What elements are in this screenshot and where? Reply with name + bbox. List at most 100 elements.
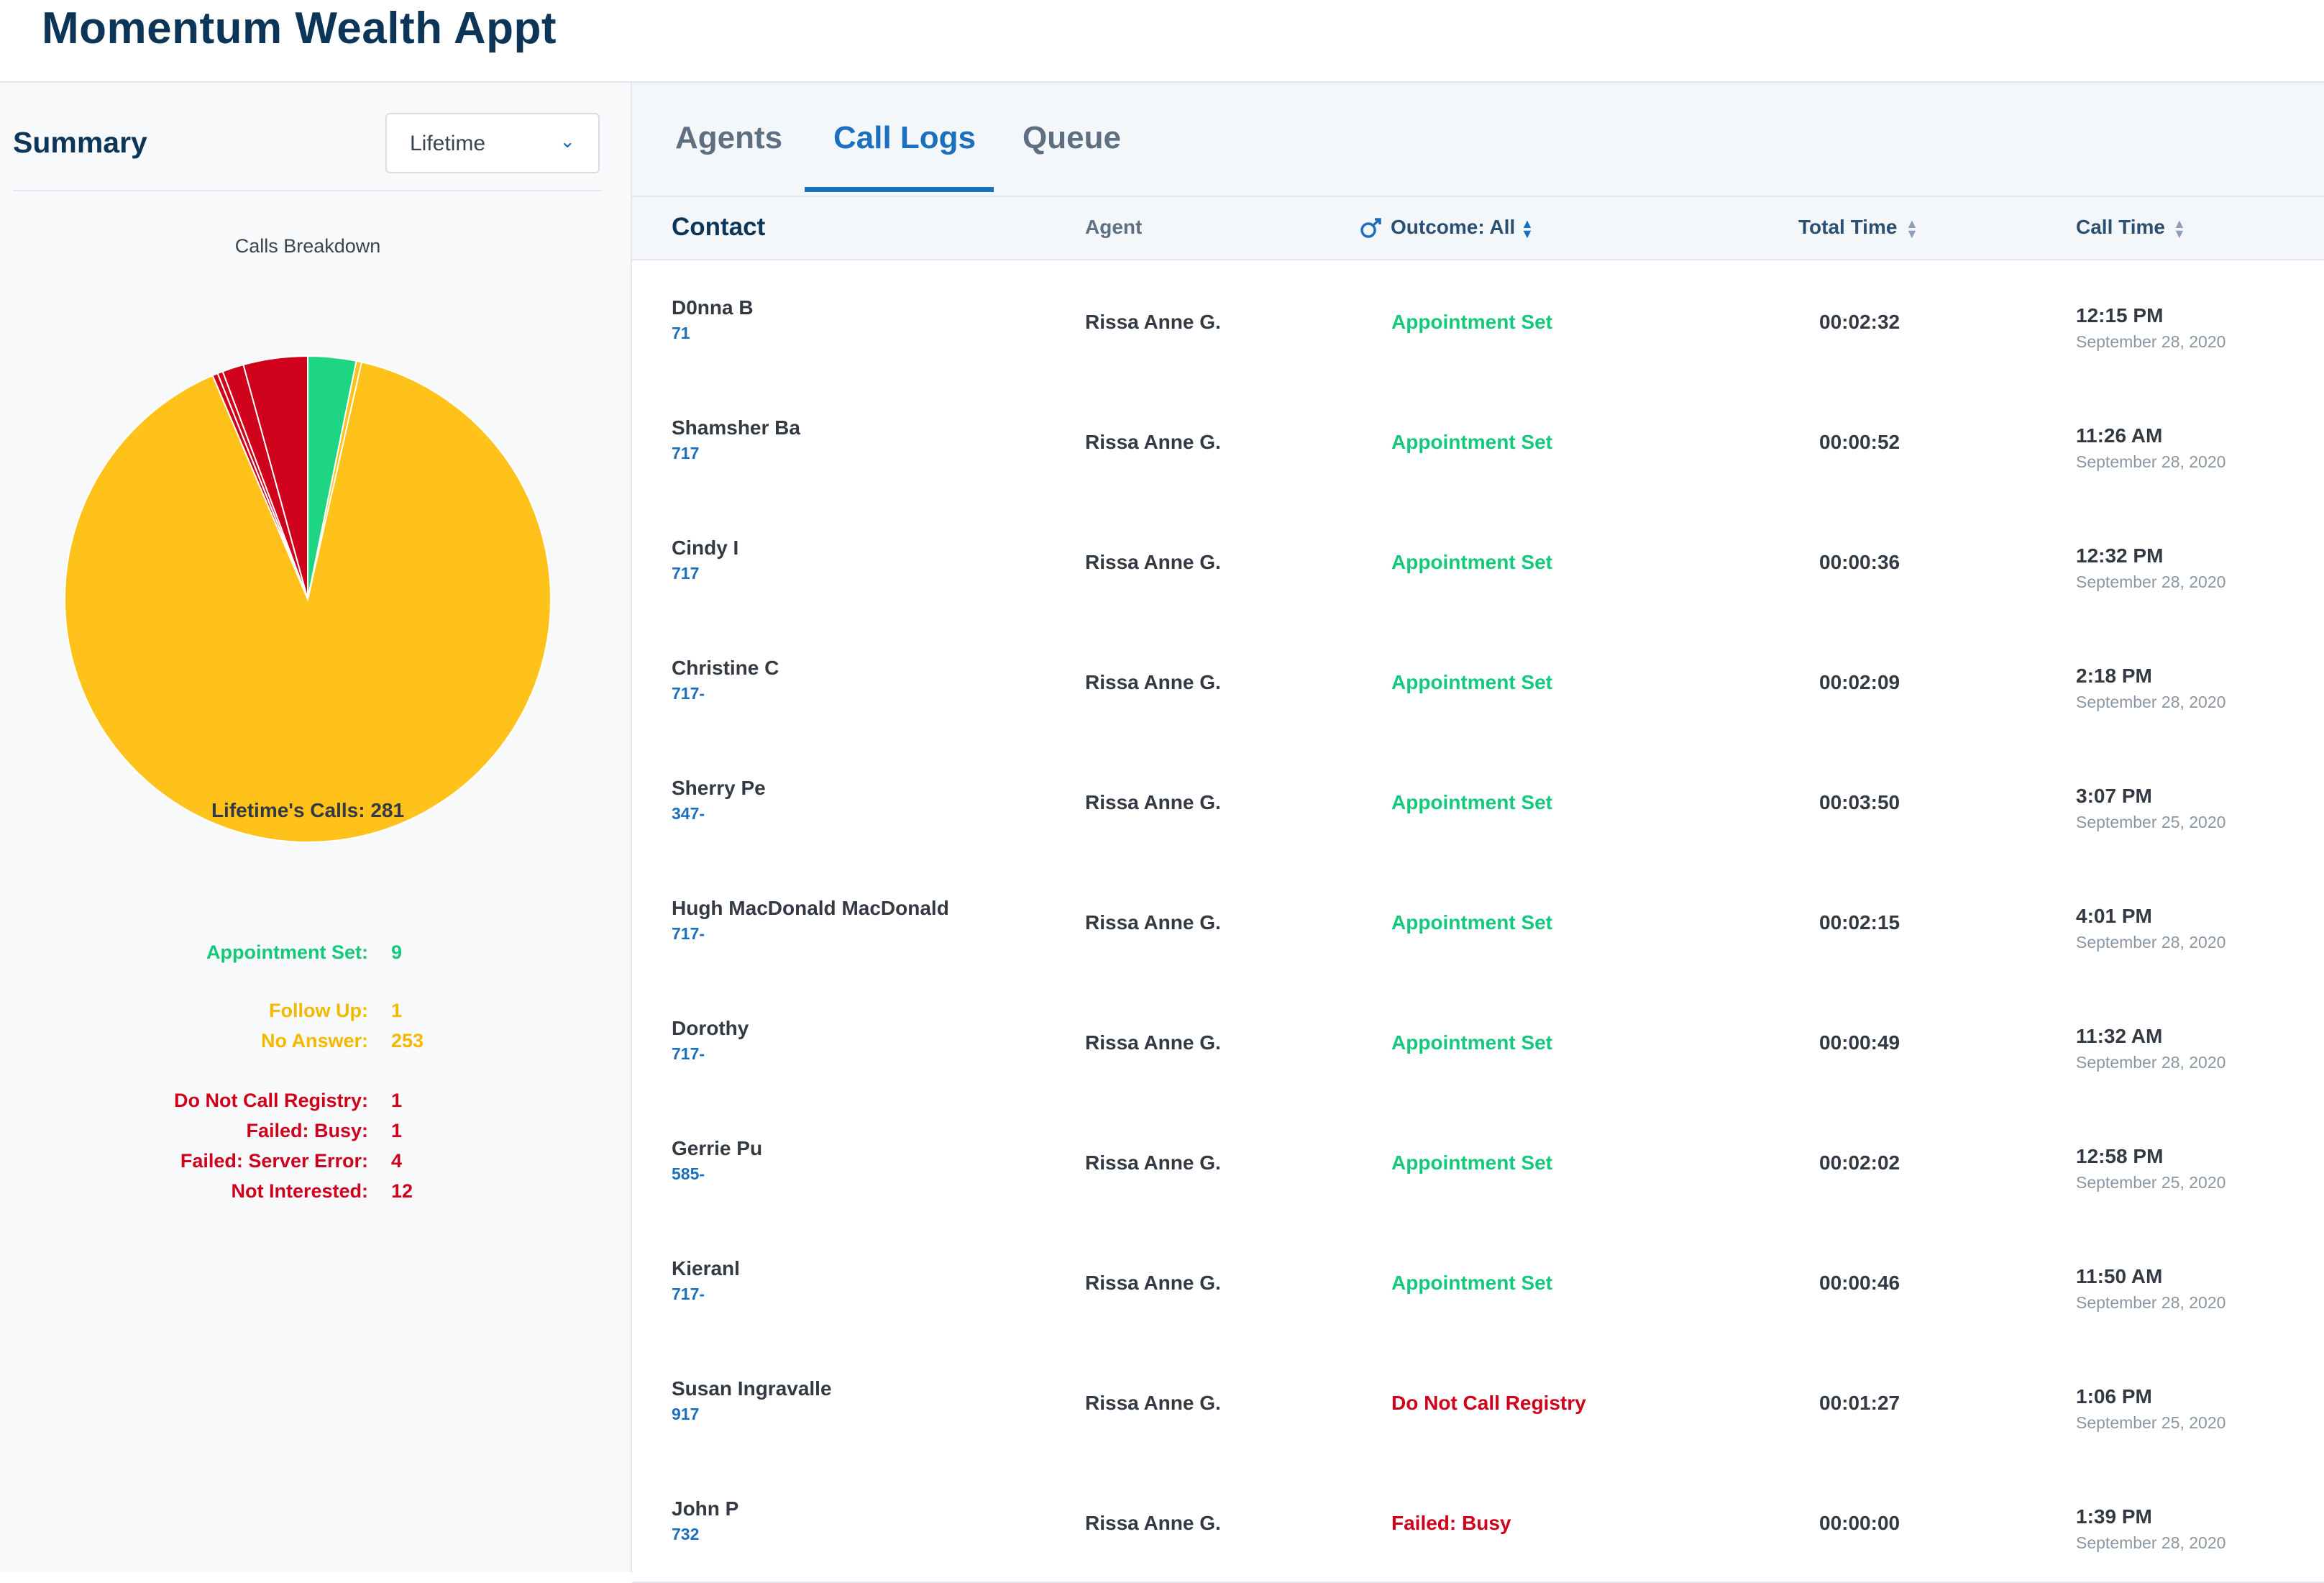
contact-name: Shamsher Ba xyxy=(672,416,800,439)
stat-row: Failed: Server Error: 4 xyxy=(0,1150,616,1179)
table-row[interactable]: Sherry Pe 347- Rissa Anne G. Appointment Se… xyxy=(632,741,2324,862)
stat-row: Not Interested: 12 xyxy=(0,1180,616,1209)
outcome-label: Appointment Set xyxy=(1391,431,1552,453)
contact-phone[interactable]: 917 xyxy=(672,1405,700,1423)
call-date: September 28, 2020 xyxy=(2076,1293,2226,1312)
outcome-label: Appointment Set xyxy=(1391,671,1552,693)
table-row[interactable]: Shamsher Ba 717 Rissa Anne G. Appointment S… xyxy=(632,380,2324,502)
stat-value: 1 xyxy=(391,1000,403,1021)
stat-label: No Answer: xyxy=(260,1030,368,1051)
call-time: 12:58 PM xyxy=(2076,1145,2164,1167)
agent-name: Rissa Anne G. xyxy=(1085,1512,1221,1534)
summary-title: Summary xyxy=(13,126,147,159)
contact-phone[interactable]: 717- xyxy=(672,684,705,703)
contact-phone[interactable]: 347- xyxy=(672,804,705,823)
app-title: Momentum Wealth Appt xyxy=(42,4,557,53)
sort-call-time-icon[interactable]: ▲ ▼ xyxy=(2173,216,2186,241)
agent-name: Rissa Anne G. xyxy=(1085,791,1221,813)
agent-name: Rissa Anne G. xyxy=(1085,671,1221,693)
table-row[interactable]: Cindy I 717 Rissa Anne G. Appointment Set 00… xyxy=(632,501,2324,622)
total-time: 00:02:09 xyxy=(1819,671,1900,693)
call-date: September 28, 2020 xyxy=(2076,1533,2226,1552)
tab-bar: Agents Call Logs Queue xyxy=(632,83,2324,197)
contact-name: Susan Ingravalle xyxy=(672,1377,832,1400)
contact-phone[interactable]: 717 xyxy=(672,444,700,462)
call-date: September 25, 2020 xyxy=(2076,1413,2226,1432)
agent-name: Rissa Anne G. xyxy=(1085,551,1221,573)
total-time: 00:01:27 xyxy=(1819,1392,1900,1414)
tab-call-logs[interactable]: Call Logs xyxy=(833,120,976,155)
contact-name: Hugh MacDonald MacDonald xyxy=(672,897,949,919)
outcome-label: Do Not Call Registry xyxy=(1391,1392,1586,1414)
sort-outcome-icon[interactable]: ▲ ▼ xyxy=(1521,216,1534,241)
table-header: Contact Agent Outcome: All ▲ ▼ Total Time… xyxy=(632,197,2324,260)
column-header-total-time[interactable]: Total Time xyxy=(1798,216,1898,238)
stat-label: Follow Up: xyxy=(269,1000,368,1021)
total-time: 00:02:02 xyxy=(1819,1151,1900,1174)
stat-row: No Answer: 253 xyxy=(0,1030,616,1059)
summary-sidebar: Summary Lifetime ⌄ Calls Breakdown Lifet… xyxy=(0,83,632,1572)
call-time: 3:07 PM xyxy=(2076,785,2152,807)
contact-name: Cindy I xyxy=(672,537,739,559)
call-date: September 25, 2020 xyxy=(2076,813,2226,831)
contact-name: Christine C xyxy=(672,657,779,679)
table-row[interactable]: Gerrie Pu 585- Rissa Anne G. Appointment Se… xyxy=(632,1101,2324,1223)
table-row[interactable]: Kieranl 717- Rissa Anne G. Appointment Set 0… xyxy=(632,1221,2324,1343)
call-time: 11:50 AM xyxy=(2076,1265,2163,1287)
active-tab-indicator xyxy=(805,187,994,192)
stat-value: 253 xyxy=(391,1030,424,1051)
stat-value: 1 xyxy=(391,1090,403,1111)
total-time: 00:00:36 xyxy=(1819,551,1900,573)
contact-phone[interactable]: 717- xyxy=(672,924,705,943)
pie-slice-not-interested[interactable] xyxy=(242,355,308,600)
contact-phone[interactable]: 71 xyxy=(672,324,690,342)
call-time: 4:01 PM xyxy=(2076,905,2152,927)
table-row[interactable]: Christine C 717- Rissa Anne G. Appointment … xyxy=(632,621,2324,742)
outcome-label: Appointment Set xyxy=(1391,551,1552,573)
call-time: 12:32 PM xyxy=(2076,544,2164,567)
table-row[interactable]: Hugh MacDonald MacDonald 717- Rissa Anne G… xyxy=(632,861,2324,982)
total-time: 00:00:46 xyxy=(1819,1272,1900,1294)
stat-value: 4 xyxy=(391,1150,403,1172)
contact-phone[interactable]: 717- xyxy=(672,1285,705,1303)
tab-queue[interactable]: Queue xyxy=(1023,120,1121,155)
contact-phone[interactable]: 732 xyxy=(672,1525,700,1543)
agent-name: Rissa Anne G. xyxy=(1085,311,1221,333)
agent-name: Rissa Anne G. xyxy=(1085,1272,1221,1294)
chevron-down-icon: ⌄ xyxy=(559,130,575,152)
column-header-contact: Contact xyxy=(672,213,766,241)
table-row[interactable]: Dorothy 717- Rissa Anne G. Appointment Set 0… xyxy=(632,981,2324,1103)
table-row[interactable]: Susan Ingravalle 917 Rissa Anne G. Do Not C… xyxy=(632,1341,2324,1463)
chart-title: Calls Breakdown xyxy=(234,235,381,257)
call-time: 2:18 PM xyxy=(2076,665,2152,687)
call-date: September 28, 2020 xyxy=(2076,1053,2226,1072)
table-row[interactable]: John P 732 Rissa Anne G. Failed: Busy 00:00:… xyxy=(632,1461,2324,1583)
table-row[interactable]: D0nna B 71 Rissa Anne G. Appointment Set 00:… xyxy=(632,260,2324,382)
sort-total-time-icon[interactable]: ▲ ▼ xyxy=(1906,216,1918,241)
tab-agents[interactable]: Agents xyxy=(675,120,783,155)
pie-slice-no-answer[interactable] xyxy=(64,361,552,843)
stat-label: Failed: Server Error: xyxy=(180,1150,368,1172)
calls-breakdown-pie-chart xyxy=(64,355,552,843)
stat-label: Failed: Busy: xyxy=(246,1120,368,1141)
stat-row: Failed: Busy: 1 xyxy=(0,1120,616,1149)
agent-name: Rissa Anne G. xyxy=(1085,431,1221,453)
stat-row: Appointment Set: 9 xyxy=(0,941,616,970)
column-header-call-time[interactable]: Call Time xyxy=(2076,216,2165,238)
stat-value: 1 xyxy=(391,1120,403,1141)
column-header-outcome[interactable]: Outcome: All xyxy=(1391,216,1516,238)
stat-label: Do Not Call Registry: xyxy=(173,1090,368,1111)
stat-label: Not Interested: xyxy=(231,1180,368,1202)
main-panel: Agents Call Logs Queue Contact Agent Out… xyxy=(632,83,2324,1583)
contact-phone[interactable]: 717 xyxy=(672,564,700,583)
contact-phone[interactable]: 585- xyxy=(672,1164,705,1183)
period-select[interactable]: Lifetime ⌄ xyxy=(385,113,600,173)
agent-name: Rissa Anne G. xyxy=(1085,1151,1221,1174)
call-time: 1:39 PM xyxy=(2076,1505,2152,1528)
contact-phone[interactable]: 717- xyxy=(672,1044,705,1063)
filter-gender-icon[interactable] xyxy=(1358,217,1384,240)
outcome-label: Appointment Set xyxy=(1391,311,1552,333)
total-time: 00:00:00 xyxy=(1819,1512,1900,1534)
call-date: September 28, 2020 xyxy=(2076,452,2226,471)
total-time: 00:03:50 xyxy=(1819,791,1900,813)
